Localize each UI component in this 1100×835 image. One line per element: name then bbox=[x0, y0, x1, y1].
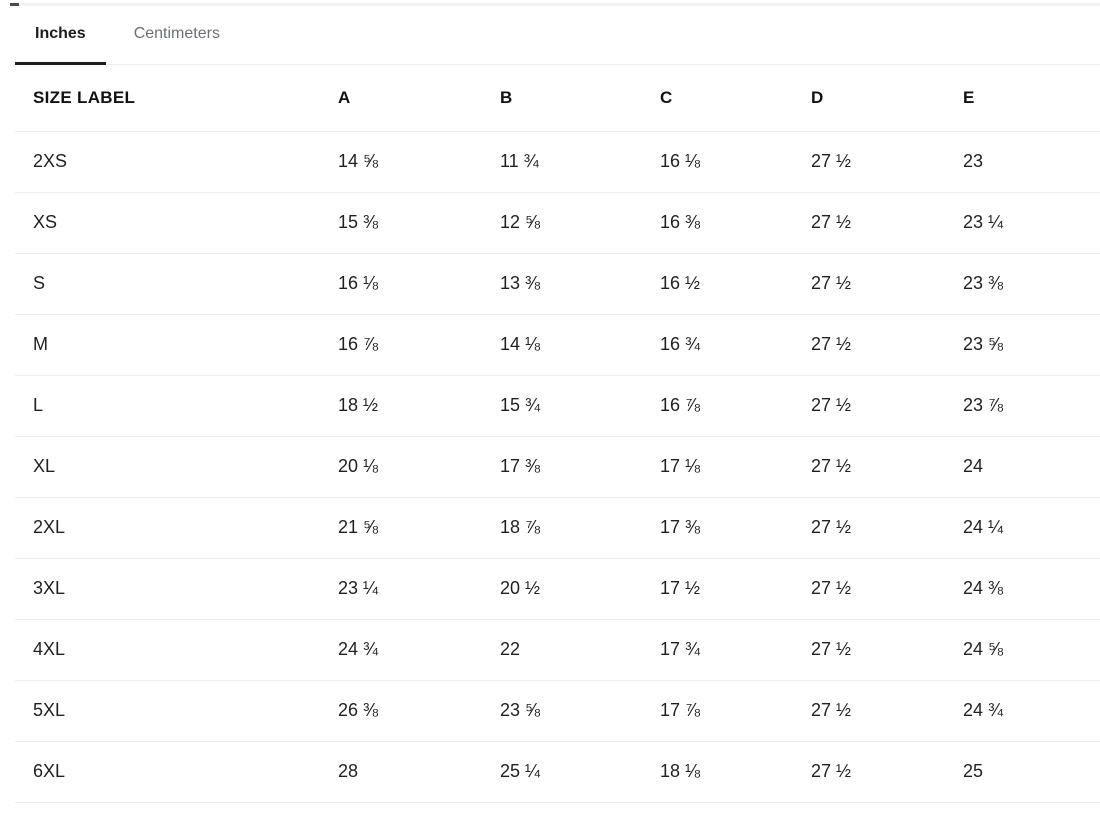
measurement-cell-b: 18 ⅞ bbox=[500, 497, 660, 559]
measurement-cell-a: 23 ¼ bbox=[338, 558, 500, 620]
table-row: 5XL 26 ⅜ 23 ⅝ 17 ⅞ 27 ½ 24 ¾ bbox=[15, 680, 1100, 742]
measurement-cell-d: 27 ½ bbox=[811, 436, 963, 498]
column-header-a: A bbox=[338, 65, 500, 132]
measurement-cell-e: 23 ⅞ bbox=[963, 375, 1100, 437]
measurement-cell-e: 25 bbox=[963, 741, 1100, 803]
size-label-cell: S bbox=[15, 253, 338, 315]
size-label-cell: 5XL bbox=[15, 680, 338, 742]
measurement-cell-c: 17 ⅞ bbox=[660, 680, 811, 742]
measurement-cell-a: 16 ⅛ bbox=[338, 253, 500, 315]
table-row: XL 20 ⅛ 17 ⅜ 17 ⅛ 27 ½ 24 bbox=[15, 436, 1100, 498]
column-header-e: E bbox=[963, 65, 1100, 132]
measurement-cell-a: 18 ½ bbox=[338, 375, 500, 437]
table-row: M 16 ⅞ 14 ⅛ 16 ¾ 27 ½ 23 ⅝ bbox=[15, 314, 1100, 376]
measurement-cell-e: 23 ¼ bbox=[963, 192, 1100, 254]
measurement-cell-c: 16 ¾ bbox=[660, 314, 811, 376]
measurement-cell-b: 20 ½ bbox=[500, 558, 660, 620]
measurement-cell-b: 22 bbox=[500, 619, 660, 681]
measurement-cell-c: 17 ⅛ bbox=[660, 436, 811, 498]
measurement-cell-b: 14 ⅛ bbox=[500, 314, 660, 376]
measurement-cell-a: 14 ⅝ bbox=[338, 131, 500, 193]
top-edge-divider bbox=[15, 3, 1100, 6]
measurement-cell-b: 17 ⅜ bbox=[500, 436, 660, 498]
tab-inches-label: Inches bbox=[35, 24, 86, 42]
size-label-cell: L bbox=[15, 375, 338, 437]
column-header-b: B bbox=[500, 65, 660, 132]
measurement-cell-c: 18 ⅛ bbox=[660, 741, 811, 803]
top-edge-artifact bbox=[10, 3, 19, 6]
measurement-cell-c: 17 ½ bbox=[660, 558, 811, 620]
measurement-cell-b: 25 ¼ bbox=[500, 741, 660, 803]
size-label-cell: 2XS bbox=[15, 131, 338, 193]
measurement-cell-b: 13 ⅜ bbox=[500, 253, 660, 315]
measurement-cell-a: 20 ⅛ bbox=[338, 436, 500, 498]
unit-tab-bar: Inches Centimeters bbox=[15, 3, 1100, 65]
measurement-cell-a: 24 ¾ bbox=[338, 619, 500, 681]
measurement-cell-e: 23 ⅜ bbox=[963, 253, 1100, 315]
measurement-cell-e: 24 ¾ bbox=[963, 680, 1100, 742]
measurement-cell-a: 28 bbox=[338, 741, 500, 803]
header-row: SIZE LABEL A B C D E bbox=[15, 65, 1100, 132]
measurement-cell-b: 11 ¾ bbox=[500, 131, 660, 193]
size-chart-body: 2XS 14 ⅝ 11 ¾ 16 ⅛ 27 ½ 23 XS 15 ⅜ 12 ⅝ … bbox=[15, 131, 1100, 803]
table-row: 2XS 14 ⅝ 11 ¾ 16 ⅛ 27 ½ 23 bbox=[15, 131, 1100, 193]
measurement-cell-e: 23 bbox=[963, 131, 1100, 193]
size-label-cell: 6XL bbox=[15, 741, 338, 803]
measurement-cell-c: 16 ⅜ bbox=[660, 192, 811, 254]
measurement-cell-d: 27 ½ bbox=[811, 680, 963, 742]
size-label-cell: 2XL bbox=[15, 497, 338, 559]
measurement-cell-a: 26 ⅜ bbox=[338, 680, 500, 742]
size-label-cell: M bbox=[15, 314, 338, 376]
measurement-cell-d: 27 ½ bbox=[811, 131, 963, 193]
measurement-cell-d: 27 ½ bbox=[811, 558, 963, 620]
table-row: L 18 ½ 15 ¾ 16 ⅞ 27 ½ 23 ⅞ bbox=[15, 375, 1100, 437]
measurement-cell-a: 21 ⅝ bbox=[338, 497, 500, 559]
measurement-cell-d: 27 ½ bbox=[811, 375, 963, 437]
measurement-cell-b: 15 ¾ bbox=[500, 375, 660, 437]
column-header-size-label: SIZE LABEL bbox=[15, 65, 338, 132]
table-row: 3XL 23 ¼ 20 ½ 17 ½ 27 ½ 24 ⅜ bbox=[15, 558, 1100, 620]
measurement-cell-c: 16 ½ bbox=[660, 253, 811, 315]
measurement-cell-c: 16 ⅛ bbox=[660, 131, 811, 193]
table-row: 2XL 21 ⅝ 18 ⅞ 17 ⅜ 27 ½ 24 ¼ bbox=[15, 497, 1100, 559]
column-header-d: D bbox=[811, 65, 963, 132]
measurement-cell-e: 24 ⅝ bbox=[963, 619, 1100, 681]
column-header-c: C bbox=[660, 65, 811, 132]
table-row: XS 15 ⅜ 12 ⅝ 16 ⅜ 27 ½ 23 ¼ bbox=[15, 192, 1100, 254]
table-row: S 16 ⅛ 13 ⅜ 16 ½ 27 ½ 23 ⅜ bbox=[15, 253, 1100, 315]
tab-centimeters[interactable]: Centimeters bbox=[114, 3, 240, 64]
measurement-cell-c: 17 ¾ bbox=[660, 619, 811, 681]
measurement-cell-e: 24 ¼ bbox=[963, 497, 1100, 559]
measurement-cell-d: 27 ½ bbox=[811, 497, 963, 559]
measurement-cell-d: 27 ½ bbox=[811, 192, 963, 254]
measurement-cell-c: 16 ⅞ bbox=[660, 375, 811, 437]
measurement-cell-a: 16 ⅞ bbox=[338, 314, 500, 376]
tab-inches[interactable]: Inches bbox=[15, 3, 106, 65]
table-row: 6XL 28 25 ¼ 18 ⅛ 27 ½ 25 bbox=[15, 741, 1100, 803]
measurement-cell-e: 23 ⅝ bbox=[963, 314, 1100, 376]
measurement-cell-c: 17 ⅜ bbox=[660, 497, 811, 559]
measurement-cell-d: 27 ½ bbox=[811, 314, 963, 376]
measurement-cell-e: 24 bbox=[963, 436, 1100, 498]
size-label-cell: 4XL bbox=[15, 619, 338, 681]
table-row: 4XL 24 ¾ 22 17 ¾ 27 ½ 24 ⅝ bbox=[15, 619, 1100, 681]
measurement-cell-e: 24 ⅜ bbox=[963, 558, 1100, 620]
size-label-cell: XL bbox=[15, 436, 338, 498]
measurement-cell-d: 27 ½ bbox=[811, 253, 963, 315]
size-label-cell: 3XL bbox=[15, 558, 338, 620]
measurement-cell-b: 12 ⅝ bbox=[500, 192, 660, 254]
tab-centimeters-label: Centimeters bbox=[133, 24, 220, 42]
size-label-cell: XS bbox=[15, 192, 338, 254]
measurement-cell-d: 27 ½ bbox=[811, 619, 963, 681]
measurement-cell-a: 15 ⅜ bbox=[338, 192, 500, 254]
measurement-cell-d: 27 ½ bbox=[811, 741, 963, 803]
size-chart-table: SIZE LABEL A B C D E 2XS 14 ⅝ 11 ¾ 16 ⅛ … bbox=[15, 65, 1100, 803]
measurement-cell-b: 23 ⅝ bbox=[500, 680, 660, 742]
size-chart-header: SIZE LABEL A B C D E bbox=[15, 65, 1100, 132]
